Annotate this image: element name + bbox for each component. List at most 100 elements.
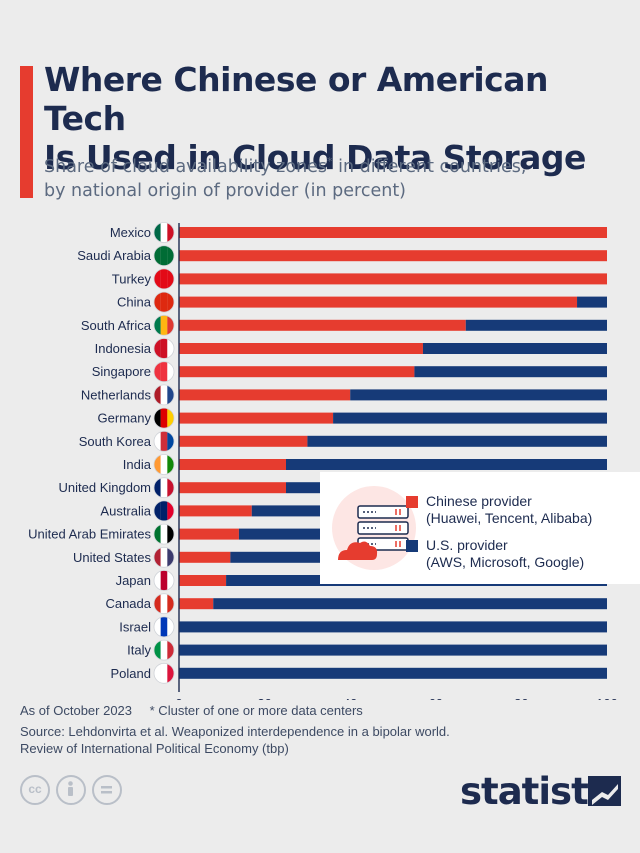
- bar-segment: [179, 412, 334, 424]
- source: Source: Lehdonvirta et al. Weaponized in…: [20, 723, 620, 757]
- flag-border: [153, 222, 175, 243]
- subtitle-text-a: Share of cloud availability zones: [44, 156, 328, 177]
- bar-segment: [179, 366, 415, 378]
- legend-item-chinese: Chinese provider (Huawei, Tencent, Aliba…: [406, 493, 593, 527]
- bar-segment: [179, 389, 351, 401]
- category-label: Poland: [111, 666, 151, 681]
- legend: Chinese provider (Huawei, Tencent, Aliba…: [320, 472, 640, 584]
- date-note: As of October 2023: [20, 703, 133, 718]
- cloud-server-icon: [332, 486, 416, 570]
- bar-segment: [179, 250, 607, 262]
- attribution-icon[interactable]: [56, 775, 86, 805]
- flag-icon: [154, 222, 174, 243]
- flag-icon: [154, 663, 174, 684]
- flag-icon: [154, 384, 174, 405]
- bar-segment: [179, 273, 607, 285]
- category-label: China: [117, 295, 152, 310]
- title-line-1: Where Chinese or American Tech: [44, 60, 548, 138]
- flag-border: [153, 616, 175, 638]
- bar-segment: [179, 343, 423, 354]
- flag-border: [153, 268, 175, 290]
- x-tick-label: 40: [343, 696, 357, 700]
- category-label: South Korea: [79, 434, 152, 449]
- title-line-2: Is Used in Cloud Data Storage: [44, 138, 586, 177]
- flag-border: [153, 454, 175, 475]
- legend-label-chinese: Chinese provider: [426, 493, 532, 509]
- flag-icon: [154, 268, 174, 289]
- flag-border: [153, 593, 175, 615]
- bar-segment: [414, 366, 607, 378]
- source-line-2: Review of International Political Econom…: [20, 741, 289, 756]
- bar-segment: [179, 528, 239, 540]
- category-label: Singapore: [92, 364, 151, 379]
- bar-chart: Mexico Saudi Arabia Turkey China South Afric…: [28, 222, 618, 700]
- bar-segment: [307, 435, 607, 447]
- flag-border: [153, 338, 175, 359]
- flag-icon: [154, 500, 174, 521]
- legend-item-us: U.S. provider (AWS, Microsoft, Google): [406, 537, 585, 571]
- subtitle-asterisk: *: [327, 155, 333, 168]
- bar-segment: [179, 621, 607, 633]
- legend-detail-chinese: (Huawei, Tencent, Alibaba): [426, 510, 593, 526]
- category-label: Italy: [127, 643, 151, 658]
- flag-border: [153, 570, 175, 591]
- flag-icon: [154, 640, 174, 661]
- category-label: India: [123, 457, 152, 472]
- x-tick-label: 80: [514, 696, 528, 700]
- category-label: Mexico: [110, 225, 151, 240]
- creative-commons-icon[interactable]: cc: [20, 775, 50, 805]
- bar-segment: [179, 505, 252, 517]
- flag-border: [153, 361, 175, 383]
- flag-border: [153, 523, 175, 545]
- statista-logo-icon: [588, 776, 621, 806]
- flag-border: [153, 291, 175, 313]
- bar-segment: [179, 667, 607, 679]
- footer-note: As of October 2023 * Cluster of one or m…: [20, 703, 377, 718]
- flag-icon: [154, 570, 174, 591]
- chart-subtitle: Share of cloud availability zones* in di…: [44, 150, 634, 203]
- bar-segment: [179, 227, 607, 238]
- flag-icon: [154, 338, 174, 359]
- accent-bar: [20, 66, 33, 198]
- statista-logo[interactable]: statista: [460, 770, 613, 813]
- flag-icon: [154, 477, 174, 498]
- no-derivatives-icon[interactable]: [92, 775, 122, 805]
- legend-swatch-chinese: [406, 496, 418, 508]
- subtitle-text-b: in different countries,: [332, 156, 527, 177]
- flag-icon: [154, 292, 174, 313]
- category-label: Turkey: [112, 271, 152, 286]
- flag-border: [153, 430, 175, 452]
- bar-segment: [213, 598, 608, 610]
- category-label: Indonesia: [95, 341, 152, 356]
- bar-segment: [179, 459, 286, 470]
- category-label: Germany: [98, 411, 152, 426]
- x-tick-label: 100: [596, 696, 618, 700]
- flag-icon: [154, 431, 174, 452]
- bar-segment: [286, 459, 607, 470]
- category-label: Israel: [119, 619, 151, 634]
- bar-segment: [179, 551, 231, 563]
- legend-detail-us: (AWS, Microsoft, Google): [426, 554, 585, 570]
- bar-segment: [465, 319, 607, 331]
- flag-border: [153, 407, 175, 429]
- flag-icon: [154, 315, 174, 336]
- bar-segment: [179, 296, 578, 308]
- category-label: Japan: [116, 573, 151, 588]
- category-label: South Africa: [81, 318, 152, 333]
- x-tick-label: 60: [429, 696, 443, 700]
- flag-icon: [154, 524, 174, 545]
- flag-icon: [154, 547, 174, 568]
- flag-border: [153, 384, 175, 406]
- footnote: * Cluster of one or more data centers: [149, 703, 363, 718]
- flag-border: [153, 314, 175, 336]
- category-label: Saudi Arabia: [77, 248, 151, 263]
- x-tick-label: 0: [175, 696, 182, 700]
- flag-icon: [154, 361, 174, 382]
- bar-segment: [179, 319, 466, 331]
- source-line-1: Source: Lehdonvirta et al. Weaponized in…: [20, 724, 450, 739]
- chart-title: Where Chinese or American Tech Is Used i…: [44, 60, 634, 177]
- legend-swatch-us: [406, 540, 418, 552]
- bar-segment: [333, 412, 607, 424]
- category-label: Netherlands: [81, 387, 152, 402]
- bar-segment: [577, 296, 607, 308]
